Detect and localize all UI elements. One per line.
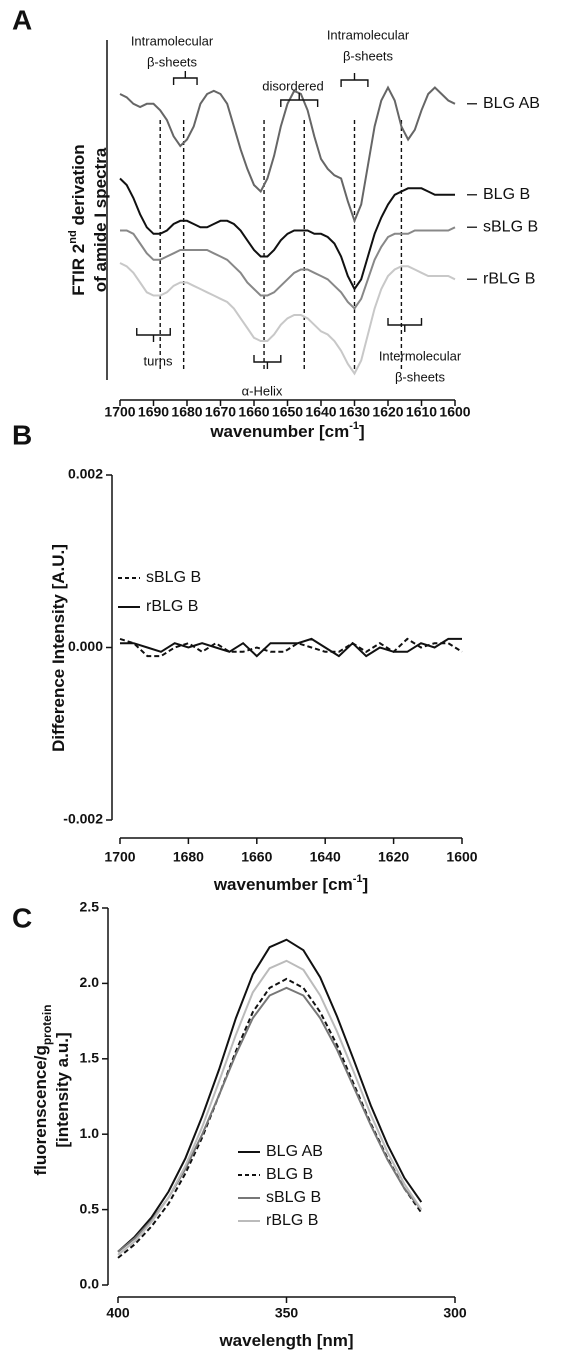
x-label-sup: -1: [349, 420, 359, 432]
x-label-sup: -1: [353, 873, 363, 885]
y-label-line2: of amide I spectra: [91, 147, 110, 292]
legend-label: rBLG B: [483, 270, 535, 287]
legend-label: rBLG B: [146, 598, 198, 615]
x-tick-label: 1680: [171, 404, 202, 420]
series-line: [119, 85, 456, 224]
x-tick-label: 1700: [104, 849, 135, 865]
y-label-line2: [intensity a.u.]: [53, 1032, 72, 1147]
legend-label: sBLG B: [146, 569, 201, 586]
y-axis-label: of amide I spectra: [91, 147, 110, 292]
x-tick-label: 1620: [378, 849, 409, 865]
y-tick-label: 1.5: [80, 1050, 100, 1066]
y-axis-label: FTIR 2nd derivation: [67, 144, 89, 295]
y-axis-label: [intensity a.u.]: [53, 1032, 72, 1147]
x-tick-label: 1600: [439, 404, 470, 420]
y-label-line1: fluorenscence/g: [31, 1045, 50, 1175]
bracket: [280, 93, 319, 107]
y-label-line1: FTIR 2: [69, 244, 88, 296]
x-tick-label: 1670: [205, 404, 236, 420]
series-line: [120, 637, 462, 658]
x-label-end: ]: [363, 875, 369, 894]
x-axis-label: wavenumber [cm-1]: [213, 873, 368, 895]
y-axis-label: fluorenscence/gprotein: [31, 1004, 54, 1175]
x-tick-label: 350: [275, 1305, 299, 1321]
x-tick-label: 1600: [446, 849, 477, 865]
y-tick-label: 0.0: [80, 1276, 100, 1292]
series-line: [117, 938, 423, 1253]
x-tick-label: 300: [443, 1305, 467, 1321]
x-tick-label: 400: [106, 1305, 130, 1321]
bracket: [136, 328, 171, 342]
series-line: [117, 977, 423, 1259]
panel-letter: C: [12, 902, 32, 933]
annotation: Intramolecular: [131, 33, 214, 48]
annotation: Intramolecular: [327, 27, 410, 42]
annotation: turns: [144, 353, 173, 368]
series-line: [117, 959, 423, 1256]
y-tick-label: 2.5: [80, 899, 100, 915]
panel-letter: B: [12, 419, 32, 450]
x-label-end: ]: [359, 422, 365, 441]
annotation: β-sheets: [343, 48, 394, 63]
y-axis-label: Difference Intensity [A.U.]: [49, 544, 68, 752]
legend-label: BLG B: [483, 186, 530, 203]
y-tick-label: 2.0: [80, 974, 100, 990]
annotation: β-sheets: [147, 54, 198, 69]
x-label-text: wavenumber [cm: [209, 422, 349, 441]
y-label-line1: Difference Intensity [A.U.]: [49, 544, 68, 752]
y-tick-label: 0.002: [68, 466, 103, 482]
x-tick-label: 1660: [241, 849, 272, 865]
x-tick-label: 1610: [406, 404, 437, 420]
annotation: disordered: [262, 78, 323, 93]
y-label-sub: protein: [40, 1004, 54, 1045]
bracket: [387, 318, 423, 332]
y-tick-label: 0.000: [68, 638, 103, 654]
x-tick-label: 1700: [104, 404, 135, 420]
x-label-text: wavelength [nm]: [218, 1331, 353, 1350]
x-axis-label: wavelength [nm]: [218, 1331, 353, 1350]
legend-label: BLG AB: [266, 1143, 323, 1160]
bracket: [172, 71, 198, 85]
x-tick-label: 1650: [272, 404, 303, 420]
x-tick-label: 1660: [238, 404, 269, 420]
legend-label: rBLG B: [266, 1212, 318, 1229]
annotation: α-Helix: [242, 383, 283, 398]
series-line: [119, 262, 456, 376]
annotation: β-sheets: [395, 369, 446, 384]
bracket: [253, 355, 282, 369]
x-label-text: wavenumber [cm: [213, 875, 353, 894]
y-label-line1-end: derivation: [69, 144, 88, 230]
x-axis-label: wavenumber [cm-1]: [209, 420, 364, 442]
annotation: Intermolecular: [379, 348, 462, 363]
series-line: [119, 637, 463, 658]
x-tick-label: 1640: [305, 404, 336, 420]
x-tick-label: 1690: [138, 404, 169, 420]
legend-label: sBLG B: [266, 1189, 321, 1206]
legend-label: BLG AB: [483, 95, 540, 112]
x-tick-label: 1620: [372, 404, 403, 420]
series-line: [119, 177, 455, 291]
y-tick-label: -0.002: [63, 811, 103, 827]
y-tick-label: 1.0: [80, 1125, 100, 1141]
panel-letter: A: [12, 4, 32, 35]
x-tick-label: 1630: [339, 404, 370, 420]
y-tick-label: 0.5: [80, 1200, 100, 1216]
series-line: [120, 226, 456, 311]
legend-label: sBLG B: [483, 218, 538, 235]
x-tick-label: 1640: [310, 849, 341, 865]
x-tick-label: 1680: [173, 849, 204, 865]
bracket: [340, 73, 369, 87]
legend-label: BLG B: [266, 1166, 313, 1183]
y-label-sup: nd: [67, 230, 79, 243]
